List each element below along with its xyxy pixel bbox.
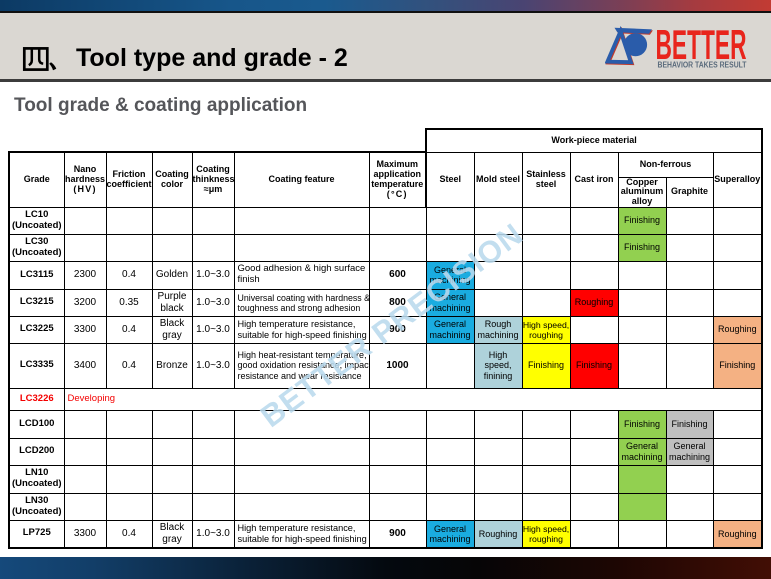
- svg-text:BEHAVIOR TAKES RESULT: BEHAVIOR TAKES RESULT: [658, 60, 747, 69]
- svg-text:BETTER: BETTER: [656, 25, 747, 68]
